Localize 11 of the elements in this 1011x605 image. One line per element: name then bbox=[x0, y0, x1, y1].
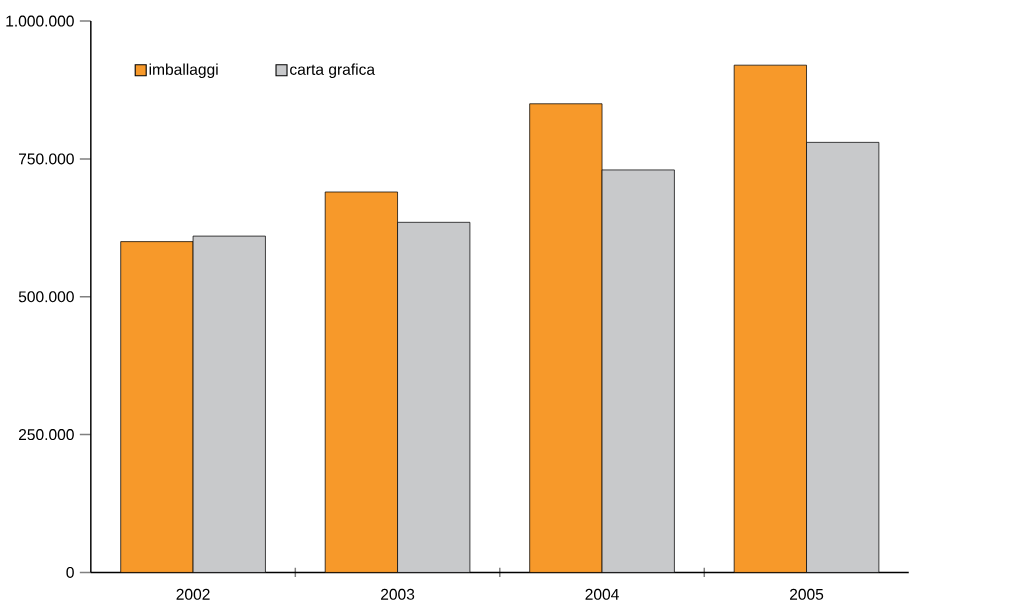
y-tick-label: 250.000 bbox=[18, 429, 74, 441]
x-tick-label: 2002 bbox=[176, 588, 210, 600]
x-tick-label: 2004 bbox=[585, 588, 619, 600]
y-tick-label: 500.000 bbox=[18, 291, 74, 303]
y-tick-label: 0 bbox=[66, 566, 74, 578]
legend-label: carta grafica bbox=[290, 63, 376, 79]
x-tick-label: 2003 bbox=[381, 588, 415, 600]
x-tick-label: 2005 bbox=[789, 588, 824, 600]
y-tick-label: 1.000.000 bbox=[6, 15, 74, 27]
legend-label: imballaggi bbox=[149, 63, 218, 79]
y-tick-label: 750.000 bbox=[18, 153, 74, 165]
